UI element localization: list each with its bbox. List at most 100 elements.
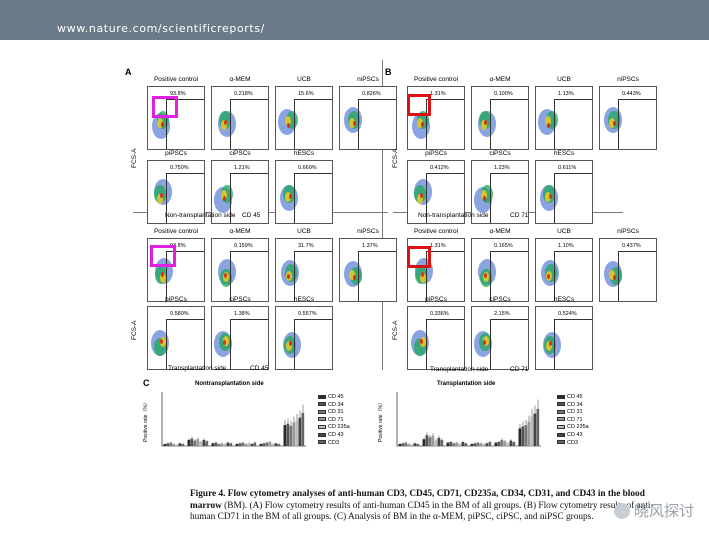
legend-item: CD3 <box>557 440 578 446</box>
legend-item: CD 45 <box>318 394 344 400</box>
caption-body: (BM). (A) Flow cytometry results of anti… <box>190 500 654 523</box>
bar <box>190 438 194 447</box>
gate-line <box>230 251 268 301</box>
marker-label: CD 71 <box>510 366 529 373</box>
scatter-cloud <box>286 341 292 351</box>
plot-title: niPSCs <box>357 228 379 235</box>
gate-percent: 0.750% <box>170 165 189 171</box>
bar <box>530 416 534 446</box>
bar <box>446 442 450 447</box>
bar <box>235 443 239 446</box>
scatter-cloud <box>549 194 552 199</box>
plot-title: α-MEM <box>229 228 251 235</box>
legend-label: CD 34 <box>567 401 583 408</box>
bar <box>274 443 278 446</box>
bar <box>512 441 516 446</box>
bar <box>473 443 477 446</box>
gate-percent: 1.38% <box>234 311 250 317</box>
plot-title: hESCs <box>553 296 575 303</box>
gate-percent: 1.13% <box>558 91 574 97</box>
scatter-cloud <box>421 122 424 127</box>
bar <box>413 443 417 446</box>
legend-swatch <box>318 424 326 429</box>
bar <box>461 441 465 446</box>
plot-title: Positive control <box>413 76 459 83</box>
flow-plot: niPSCs 0.437% <box>599 228 657 302</box>
flow-plot: ciPSCs 1.38% <box>211 296 269 370</box>
bar <box>265 442 269 447</box>
legend-label: CD 43 <box>328 432 344 438</box>
bar <box>226 442 230 447</box>
flow-plot: hESCs 0.557% <box>275 296 333 370</box>
plot-frame: 0.437% <box>599 238 657 302</box>
legend-item: CD 235a <box>557 424 589 430</box>
marker-label: CD 45 <box>250 365 269 372</box>
scatter-cloud <box>545 116 551 126</box>
plot-frame: 0.660% <box>275 160 333 224</box>
scatter-cloud <box>545 192 551 202</box>
flow-plot: α-MEM 0.100% <box>471 76 529 150</box>
scatter-cloud <box>224 273 227 278</box>
legend-swatch <box>318 394 326 399</box>
bar <box>181 443 185 446</box>
plot-frame: 0.218% <box>211 86 269 150</box>
plot-frame: 0.159% <box>211 238 269 302</box>
plot-frame: 1.10% <box>535 238 593 302</box>
gate-line <box>426 173 464 223</box>
bar <box>479 443 483 446</box>
gate-percent: 1.21% <box>234 165 250 171</box>
scatter-cloud <box>223 340 226 345</box>
legend-label: CD3 <box>328 439 340 446</box>
scatter-cloud <box>289 194 292 199</box>
side-label: Non-transplantation side <box>165 212 236 219</box>
plot-frame: 1.21% <box>211 160 269 224</box>
legend-label: CD 71 <box>328 416 344 423</box>
legend-item: CD 31 <box>318 409 344 415</box>
side-label: Non-transplantation side <box>418 212 489 219</box>
bar <box>488 441 492 446</box>
plot-frame: 0.336% <box>407 306 465 370</box>
scatter-cloud <box>223 196 226 201</box>
plot-frame: 0.100% <box>471 86 529 150</box>
caption-title: Figure 4. Flow cytometry analyses of ant… <box>190 489 645 511</box>
gate-line <box>294 173 332 223</box>
scatter-cloud <box>221 120 227 130</box>
y-axis-label: FCS-A <box>392 148 399 169</box>
scatter-cloud <box>420 193 423 198</box>
scatter-cloud <box>287 123 290 128</box>
bar <box>485 443 489 446</box>
legend-label: CD 45 <box>328 394 344 400</box>
y-axis-label: FCS-A <box>131 320 138 341</box>
gate-line <box>294 319 332 369</box>
legend-item: CD 34 <box>557 402 583 408</box>
plot-frame: 2.15% <box>471 306 529 370</box>
site-url[interactable]: www.nature.com/scientificreports/ <box>57 22 265 35</box>
plot-frame: 0.611% <box>535 160 593 224</box>
gate-percent: 0.580% <box>170 311 189 317</box>
gate-line <box>490 319 528 369</box>
bar <box>175 444 179 446</box>
gate-line <box>490 173 528 223</box>
flow-plot: UCB 31.7% <box>275 228 333 302</box>
bar <box>407 443 411 446</box>
scatter-cloud <box>160 339 163 344</box>
legend-swatch <box>557 424 565 429</box>
bar <box>506 443 510 446</box>
chart-title: Nontransplantation side <box>195 381 264 387</box>
plot-title: ciPSCs <box>229 150 251 157</box>
flow-plot: hESCs 0.660% <box>275 150 333 224</box>
gate-percent: 0.218% <box>234 91 253 97</box>
flow-plot: niPSCs 0.826% <box>339 76 397 150</box>
legend-label: CD 43 <box>567 432 583 438</box>
plot-title: UCB <box>557 228 571 235</box>
flow-plot: Positive control 1.31% <box>407 76 465 150</box>
bar <box>229 443 233 446</box>
scatter-cloud <box>349 118 355 128</box>
legend-item: CD 71 <box>318 417 344 423</box>
chart-y-label: Positive rate（%） <box>378 400 384 442</box>
plot-title: α-MEM <box>229 76 251 83</box>
gate-percent: 0.611% <box>558 165 577 171</box>
legend-label: CD 71 <box>567 416 583 423</box>
bar <box>163 443 167 446</box>
flow-plot: Positive control 1.31% <box>407 228 465 302</box>
